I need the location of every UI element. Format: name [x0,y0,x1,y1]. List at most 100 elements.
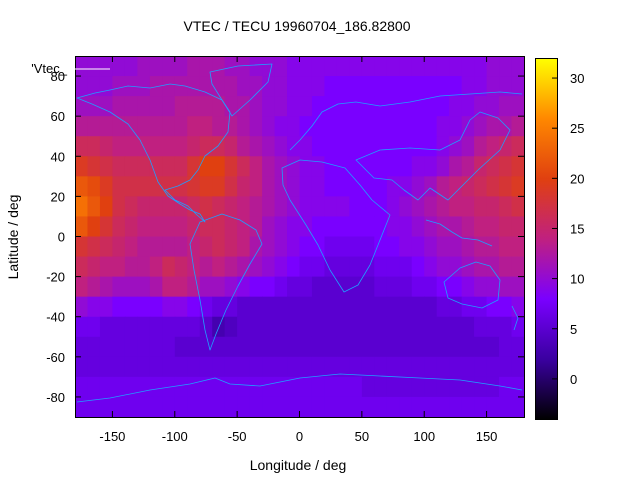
heatmap-cell [299,216,313,238]
heatmap-cell [199,296,213,318]
heatmap-cell [162,396,176,418]
heatmap-cell [386,56,400,77]
heatmap-cell [199,176,213,197]
heatmap-cell [436,276,450,298]
heatmap-cell [336,356,350,378]
heatmap-cell [511,396,525,418]
heatmap-cell [124,316,138,338]
heatmap-cell [75,336,89,358]
heatmap-cell [249,236,263,258]
heatmap-cell [474,216,488,238]
heatmap-cell [399,56,413,77]
heatmap-cell [187,156,201,177]
heatmap-cell [311,216,326,238]
heatmap-cell [499,356,513,378]
y-tick-label: -40 [46,310,65,325]
heatmap-cell [374,236,388,258]
x-tick-label: -150 [99,429,125,444]
heatmap-cell [461,256,475,278]
heatmap-cell [187,276,201,298]
heatmap-cell [237,336,251,358]
heatmap-cell [187,336,201,358]
heatmap-cell [336,96,350,117]
heatmap-cell [311,356,326,378]
heatmap-cell [274,316,288,338]
heatmap-cell [449,256,463,278]
heatmap-cell [324,356,338,378]
heatmap-cell [87,176,101,197]
heatmap-cell [461,316,475,338]
heatmap-cell [299,116,313,137]
heatmap-cell [361,136,375,157]
heatmap-cell [449,336,463,358]
heatmap-cell [187,96,201,117]
heatmap-cell [224,216,238,238]
heatmap-cell [124,336,138,358]
heatmap-cell [486,216,500,238]
heatmap-cell [149,176,163,197]
heatmap-cell [324,96,338,117]
heatmap-cell [162,356,176,378]
heatmap-cell [511,336,525,358]
heatmap-cell [374,276,388,298]
y-tick-label: 60 [51,109,65,124]
heatmap-cell [399,376,413,398]
heatmap-cell [311,296,326,318]
heatmap-cell [212,356,226,378]
heatmap-cell [449,356,463,378]
heatmap-cell [162,276,176,298]
heatmap-cell [299,396,313,418]
heatmap-cell [112,136,126,157]
heatmap-cell [474,96,488,117]
heatmap-cell [174,76,188,97]
heatmap-cell [112,276,126,298]
heatmap-cell [311,316,326,338]
heatmap-cell [511,256,525,278]
heatmap-cell [336,336,350,358]
heatmap-cell [299,336,313,358]
heatmap-cell [424,116,438,137]
heatmap-cell [436,136,450,157]
heatmap-cell [374,56,388,77]
heatmap-cell [199,156,213,177]
heatmap-cell [424,156,438,177]
heatmap-cell [336,276,350,298]
heatmap-cell [262,96,276,117]
heatmap-cell [486,96,500,117]
heatmap-cell [424,376,438,398]
heatmap-cell [449,156,463,177]
heatmap-cell [436,56,450,77]
heatmap-cell [212,76,226,97]
heatmap-cell [311,256,326,278]
heatmap-cell [99,336,114,358]
heatmap-cell [124,116,138,137]
heatmap-cell [486,156,500,177]
heatmap-cell [399,336,413,358]
heatmap-cell [174,196,188,218]
heatmap-cell [299,56,313,77]
heatmap-cell [199,236,213,258]
heatmap-cell [174,396,188,418]
heatmap-cell [499,336,513,358]
heatmap-cell [162,156,176,177]
heatmap-cell [137,56,151,77]
heatmap-cell [374,196,388,218]
heatmap-cell [324,56,338,77]
heatmap-cell [137,356,151,378]
heatmap-cell [149,376,163,398]
heatmap-cell [399,76,413,97]
heatmap-cell [511,116,525,137]
heatmap-cell [287,276,301,298]
heatmap-cell [199,96,213,117]
heatmap-cell [361,396,375,418]
y-tick-label: 40 [51,149,65,164]
heatmap-cell [311,156,326,177]
heatmap-cell [137,316,151,338]
heatmap-cell [486,196,500,218]
heatmap-cell [336,116,350,137]
heatmap-cell [436,336,450,358]
heatmap-cell [411,396,425,418]
heatmap-cell [461,176,475,197]
heatmap-cell [75,256,89,278]
heatmap-cell [486,356,500,378]
